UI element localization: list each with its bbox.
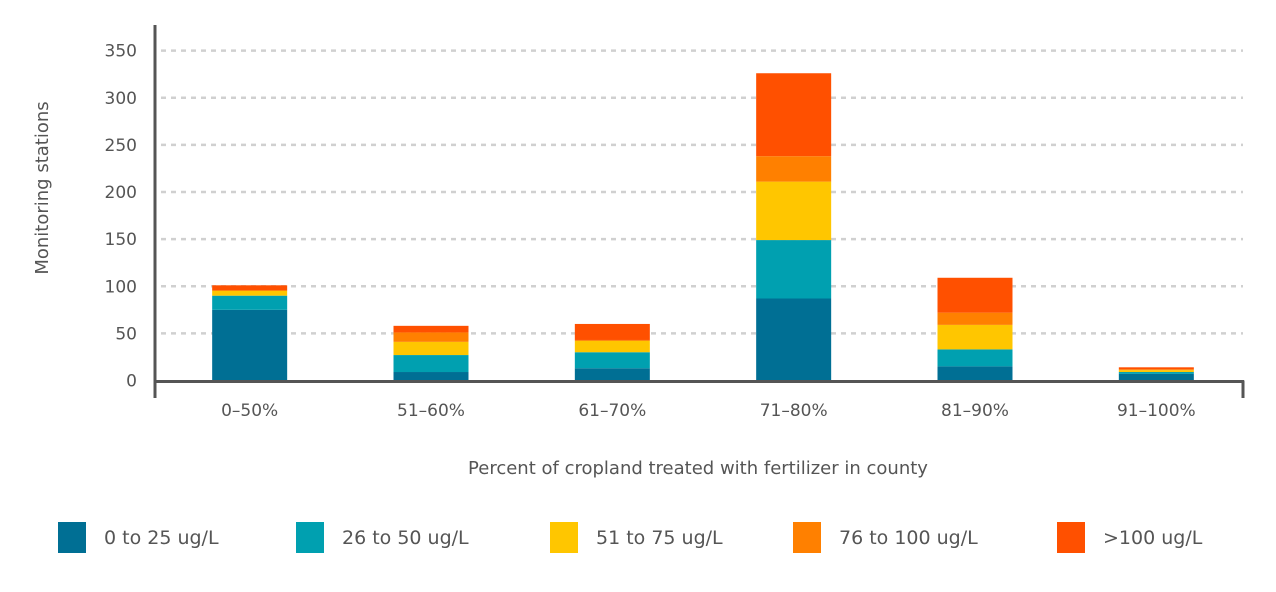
bar-segment — [393, 332, 469, 342]
bar-segment — [937, 349, 1013, 367]
bar-segment — [574, 323, 650, 340]
bar-segment — [756, 298, 832, 381]
legend: 0 to 25 ug/L 26 to 50 ug/L 51 to 75 ug/L 76… — [0, 522, 1276, 554]
bar-segment — [393, 325, 469, 333]
legend-label: 76 to 100 ug/L — [839, 526, 978, 549]
y-tick-label: 100 — [105, 277, 137, 297]
legend-label: 26 to 50 ug/L — [342, 526, 469, 549]
legend-item: 26 to 50 ug/L — [296, 522, 469, 553]
y-tick-label: 250 — [105, 136, 137, 156]
legend-swatch — [793, 522, 821, 553]
x-tick-label: 61–70% — [578, 401, 646, 421]
x-tick-label: 51–60% — [397, 401, 465, 421]
x-tick-label: 71–80% — [760, 401, 828, 421]
bar-segment — [212, 290, 288, 296]
y-tick-label: 350 — [105, 42, 137, 62]
y-tick-label: 0 — [126, 372, 137, 392]
legend-item: 51 to 75 ug/L — [550, 522, 723, 553]
bar-segment — [574, 340, 650, 353]
legend-item: 76 to 100 ug/L — [793, 522, 978, 553]
bar-segment — [393, 355, 469, 373]
bar-segment — [937, 312, 1013, 325]
bar-segment — [756, 240, 832, 299]
bar-segment — [574, 352, 650, 369]
bar-segment — [574, 339, 650, 341]
y-tick-label: 300 — [105, 89, 137, 109]
bar-segment — [1118, 373, 1194, 381]
bar-segment — [937, 277, 1013, 313]
x-tick-label: 91–100% — [1117, 401, 1196, 421]
y-tick-label: 150 — [105, 230, 137, 250]
bar-segment — [393, 372, 469, 381]
bar-segment — [1118, 370, 1194, 373]
x-axis-label: Percent of cropland treated with fertili… — [468, 458, 928, 479]
y-axis-label: Monitoring stations — [32, 101, 53, 274]
y-tick-label: 50 — [115, 324, 137, 344]
bar-segment — [937, 366, 1013, 381]
bar-segment — [1118, 367, 1194, 370]
bar-segment — [212, 290, 288, 291]
bar-segment — [212, 295, 288, 310]
y-tick-label: 200 — [105, 183, 137, 203]
x-tick-label: 81–90% — [941, 401, 1009, 421]
x-tick-label: 0–50% — [221, 401, 278, 421]
legend-swatch — [58, 522, 86, 553]
bar-segment — [212, 309, 288, 381]
legend-swatch — [296, 522, 324, 553]
bar-segment — [574, 368, 650, 381]
legend-label: 0 to 25 ug/L — [104, 526, 219, 549]
bar-segment — [756, 156, 832, 182]
legend-swatch — [550, 522, 578, 553]
legend-item: >100 ug/L — [1057, 522, 1202, 553]
legend-item: 0 to 25 ug/L — [58, 522, 219, 553]
legend-label: >100 ug/L — [1103, 526, 1203, 549]
bar-segment — [756, 181, 832, 241]
bar-segment — [756, 73, 832, 157]
legend-label: 51 to 75 ug/L — [596, 526, 723, 549]
bar-segment — [937, 324, 1013, 350]
bar-segment — [1118, 372, 1194, 374]
bar-segment — [1118, 369, 1194, 371]
bar-segment — [212, 285, 288, 291]
legend-swatch — [1057, 522, 1085, 553]
bar-segment — [393, 341, 469, 356]
